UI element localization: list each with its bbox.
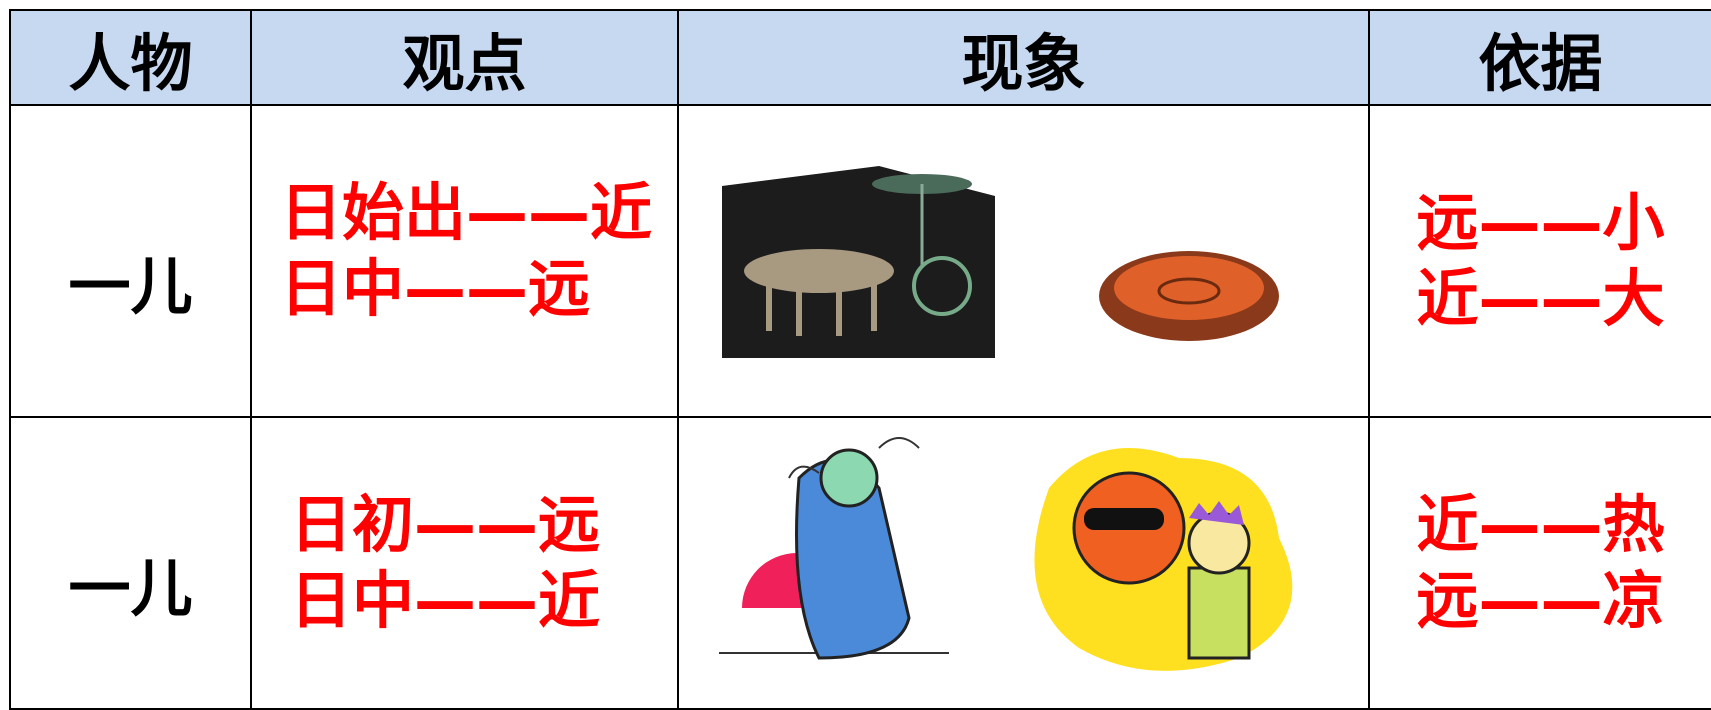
person-cell: 一儿 [9,104,252,418]
chariot-photo-bg [722,144,995,196]
hot-person [1187,566,1251,660]
basis-line: 远——凉 [1416,564,1665,637]
header-text: 观点 [402,26,527,100]
phenomenon-cell [677,416,1370,710]
view-cell: 日始出——近 日中——远 [250,104,679,418]
hair [1189,501,1244,525]
basis-line: 近——热 [1416,488,1665,561]
basis-cell: 远——小 近——大 [1368,104,1711,418]
basis-line: 近——大 [1416,262,1665,335]
phenomenon-images [719,437,1293,671]
horse-legs [766,281,877,336]
phenomenon-cell [677,104,1370,418]
header-cell: 人物 [9,9,252,106]
view-line: 日中——近 [290,564,601,637]
phenomenon-images [722,144,1279,358]
person: 一儿 [68,552,193,625]
header-text: 人物 [68,26,193,100]
basis-line: 远——小 [1416,186,1665,259]
header-text: 现象 [961,26,1086,100]
basis-cell: 近——热 远——凉 [1368,416,1711,710]
plate-pattern [1157,277,1221,305]
header-text: 依据 [1478,26,1603,100]
header-cell: 现象 [677,9,1370,106]
header-cell: 依据 [1368,9,1711,106]
wheel [912,256,972,316]
person: 一儿 [68,250,193,323]
view-line: 日初——远 [290,488,601,561]
view-line: 日中——远 [280,252,591,325]
plate-inner [1114,256,1264,320]
view-line: 日始出——近 [280,176,653,249]
horses [744,249,894,293]
clouds [788,437,920,479]
header-cell: 观点 [250,9,679,106]
person-cell: 一儿 [9,416,252,710]
sunglasses [1084,508,1164,530]
view-cell: 日初——远 日中——近 [250,416,679,710]
hat [819,448,879,508]
